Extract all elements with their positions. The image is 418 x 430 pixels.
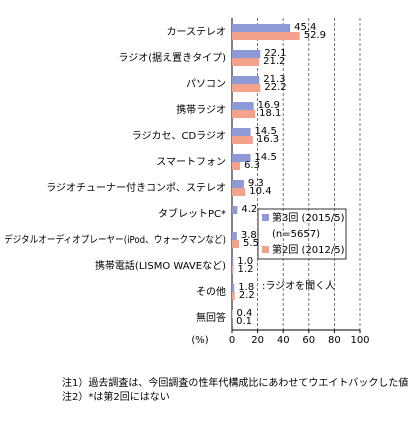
legend-note: (n=5657) xyxy=(272,229,320,240)
value-label: 3.8 xyxy=(241,230,257,241)
x-tick-label: 80 xyxy=(328,335,341,346)
value-label: 21.3 xyxy=(263,74,285,85)
value-label: 16.9 xyxy=(258,100,280,111)
bar xyxy=(232,102,254,110)
bar xyxy=(232,284,235,292)
value-label: 52.9 xyxy=(304,30,326,41)
bar xyxy=(232,128,251,136)
bar xyxy=(232,180,244,188)
value-label: 22.2 xyxy=(264,82,286,93)
legend-box xyxy=(257,208,347,260)
y-tick-label: ラジカセ、CDラジオ xyxy=(132,130,226,142)
value-label: 5.5 xyxy=(243,238,259,249)
bar xyxy=(232,24,291,32)
value-label: 18.1 xyxy=(259,108,281,119)
value-label: 4.2 xyxy=(241,204,257,215)
y-tick-label: パソコン xyxy=(186,78,226,90)
value-label: 21.2 xyxy=(263,56,285,67)
bar xyxy=(232,266,234,274)
bar xyxy=(232,310,233,318)
value-label: 0.4 xyxy=(237,308,253,319)
value-label: 9.3 xyxy=(248,178,264,189)
legend-swatch xyxy=(262,214,269,221)
x-tick-label: 100 xyxy=(350,335,369,346)
bar xyxy=(232,162,241,170)
bar xyxy=(232,240,240,248)
bar xyxy=(232,258,234,266)
bar xyxy=(232,84,261,92)
y-tick-label: ラジオ(据え置きタイプ) xyxy=(118,51,226,64)
footnote: 注1）過去調査は、今回調査の性年代構成比にあわせてウエイトバックした値 xyxy=(62,376,408,389)
bar xyxy=(232,232,237,240)
bar xyxy=(232,110,256,118)
y-tick-label: 無回答 xyxy=(196,311,226,324)
bar xyxy=(232,292,235,300)
value-label: 14.5 xyxy=(255,152,277,163)
x-tick-label: 60 xyxy=(302,335,315,346)
y-tick-label: 携帯電話(LISMO WAVEなど) xyxy=(95,259,226,272)
bar xyxy=(232,58,260,66)
annotation: :ラジオを聞く人 xyxy=(262,280,335,292)
value-label: 2.2 xyxy=(239,290,255,301)
value-label: 16.3 xyxy=(257,134,279,145)
bar xyxy=(232,76,260,84)
y-tick-label: スマートフォン xyxy=(156,157,226,168)
legend-label: 第2回 (2012/5) xyxy=(272,243,345,256)
y-tick-label: 携帯ラジオ xyxy=(176,103,226,116)
value-label: 10.4 xyxy=(249,186,271,197)
y-tick-label: タブレットPC* xyxy=(158,207,226,220)
value-label: 1.8 xyxy=(238,282,254,293)
x-tick-label: 40 xyxy=(277,335,290,346)
value-label: 1.0 xyxy=(237,256,253,267)
y-tick-label: ラジオチューナー付きコンポ、ステレオ xyxy=(46,181,226,194)
value-label: 45.4 xyxy=(294,22,316,33)
x-tick-label: 0 xyxy=(229,335,235,346)
legend-swatch xyxy=(262,246,269,253)
bar xyxy=(232,136,253,144)
value-label: 1.2 xyxy=(238,264,254,275)
value-label: 22.1 xyxy=(264,48,286,59)
y-tick-label: デジタルオーディオプレーヤー(iPod、ウォークマンなど) xyxy=(4,233,226,246)
footnote: 注2）*は第2回にはない xyxy=(62,390,170,403)
value-label: 6.3 xyxy=(244,160,260,171)
x-tick-label: 20 xyxy=(251,335,264,346)
value-label: 0.1 xyxy=(236,316,252,327)
bar xyxy=(232,154,251,162)
bar xyxy=(232,32,300,40)
x-axis-label: (%) xyxy=(191,335,208,346)
bar xyxy=(232,50,261,58)
y-tick-label: カーステレオ xyxy=(167,26,227,38)
bar xyxy=(232,206,238,214)
bar xyxy=(232,188,246,196)
legend-label: 第3回 (2015/5) xyxy=(272,211,345,224)
value-label: 14.5 xyxy=(255,126,277,137)
y-tick-label: その他 xyxy=(196,285,226,298)
